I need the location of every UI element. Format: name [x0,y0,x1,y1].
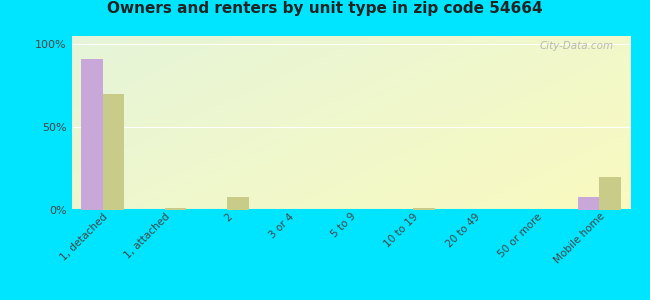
Bar [164,208,187,210]
Text: Owners and renters by unit type in zip code 54664: Owners and renters by unit type in zip c… [107,2,543,16]
Bar [578,197,599,210]
Bar [227,197,248,210]
Bar [81,59,103,210]
Text: City-Data.com: City-Data.com [540,41,614,51]
Bar [413,208,435,210]
Bar [103,94,124,210]
Bar [599,177,621,210]
